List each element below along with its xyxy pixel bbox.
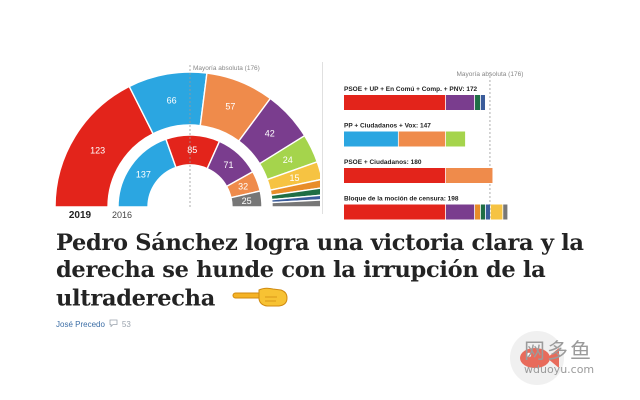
headline-text[interactable]: Pedro Sánchez logra una victoria clara y…	[56, 230, 584, 312]
coalition-bar-segment	[446, 168, 493, 183]
hemicycle-value-label: 42	[265, 129, 275, 139]
hemicycle-year-label: 2019	[69, 210, 92, 221]
coalition-bar-segment	[475, 204, 481, 220]
majority-label: Mayoría absoluta (176)	[193, 65, 260, 72]
coalition-bar-segment	[475, 95, 481, 110]
hemicycle-slice	[271, 199, 320, 208]
coalition-label: Bloque de la moción de censura: 198	[344, 196, 459, 203]
coalition-label: PSOE + UP + En Comú + Comp. + PNV: 172	[344, 86, 478, 93]
coalition-bar-chart: Mayoría absoluta (176) PSOE + UP + En Com…	[344, 71, 524, 220]
hemicycle-value-label: 85	[187, 145, 197, 155]
hemicycle-value-label: 32	[238, 182, 248, 192]
hemicycle-year-label: 2016	[112, 210, 132, 220]
byline: José Precedo 53	[56, 319, 131, 329]
coalition-bar-segment	[503, 204, 508, 220]
comment-icon[interactable]	[109, 319, 118, 329]
coalition-bar-segment	[344, 204, 446, 220]
hemicycle-value-label: 25	[242, 196, 252, 206]
chart-divider	[322, 62, 323, 214]
hemicycle-slice	[230, 190, 263, 208]
coalition-label: PP + Ciudadanos + Vox: 147	[344, 123, 431, 130]
hemicycle-value-label: 71	[223, 160, 233, 170]
hemicycle-value-label: 123	[90, 145, 105, 155]
coalition-bar-segment	[446, 95, 475, 110]
coalition-bar-segment	[480, 95, 486, 110]
hemicycle-value-label: 57	[225, 101, 235, 111]
article-headline[interactable]: Pedro Sánchez logra una victoria clara y…	[56, 230, 616, 315]
hemicycle-chart: 123 66 57 42 24 15 2019 137 85 71 32 25 2016 Mayoría …	[54, 65, 320, 221]
coalition-bar-segment	[344, 131, 398, 147]
coalition-bar-segment	[446, 204, 475, 220]
author-link[interactable]: José Precedo	[56, 319, 105, 329]
hemicycle-value-label: 66	[167, 95, 177, 105]
watermark-text: 网多鱼	[524, 339, 593, 363]
coalition-bar-segment	[398, 131, 446, 147]
majority-label: Mayoría absoluta (176)	[457, 71, 524, 78]
fish-logo-icon	[510, 331, 564, 385]
coalition-bar-segment	[344, 95, 446, 110]
hemicycle-value-label: 24	[283, 155, 293, 165]
coalition-bar-segment	[490, 204, 503, 220]
coalition-label: PSOE + Ciudadanos: 180	[344, 159, 422, 166]
pointing-hand-icon	[231, 284, 289, 315]
coalition-bar-segment	[480, 204, 486, 220]
hemicycle-value-label: 15	[289, 173, 299, 183]
coalition-bar-segment	[446, 131, 466, 147]
comment-count[interactable]: 53	[121, 319, 131, 329]
hemicycle-value-label: 137	[136, 169, 151, 179]
watermark-url: wduoyu.com	[524, 363, 595, 376]
coalition-bar-segment	[485, 204, 490, 220]
coalition-bar-segment	[344, 168, 446, 183]
